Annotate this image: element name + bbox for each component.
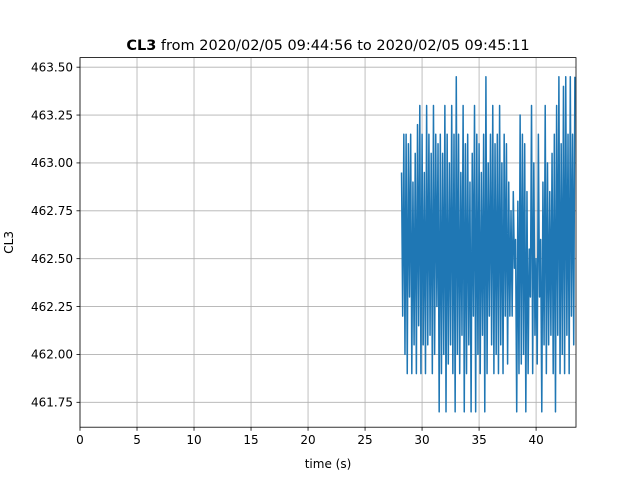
- plot-frame: [79, 57, 577, 428]
- x-tick-label: 25: [357, 433, 372, 447]
- x-tick-label: 10: [186, 433, 201, 447]
- y-tick-label: 462.50: [31, 252, 73, 266]
- y-tick-label: 463.50: [31, 60, 73, 74]
- x-tick-label: 35: [471, 433, 486, 447]
- x-axis-label: time (s): [305, 457, 352, 471]
- y-axis-label: CL3: [2, 231, 16, 254]
- chart-title: CL3 from 2020/02/05 09:44:56 to 2020/02/…: [126, 38, 529, 54]
- y-ticks: 461.75 462.00 462.25 462.50 462.75 463.00 463.…: [31, 60, 80, 410]
- y-tick-label: 461.75: [31, 396, 73, 410]
- y-tick-label: 463.25: [31, 108, 73, 122]
- series-layer: [400, 76, 576, 413]
- x-tick-label: 15: [243, 433, 258, 447]
- chart-title-bold: CL3: [126, 38, 156, 54]
- chart-title-rest: from 2020/02/05 09:44:56 to 2020/02/05 0…: [156, 38, 529, 54]
- series-line: [400, 76, 576, 413]
- y-tick-label: 462.75: [31, 204, 73, 218]
- x-tick-label: 0: [76, 433, 84, 447]
- x-ticks: 0 5 10 15 20 25 30 35 40: [76, 427, 544, 447]
- y-tick-label: 462.00: [31, 348, 73, 362]
- y-tick-label: 462.25: [31, 300, 73, 314]
- y-tick-label: 463.00: [31, 156, 73, 170]
- x-tick-label: 40: [528, 433, 543, 447]
- x-tick-label: 5: [133, 433, 141, 447]
- x-tick-label: 20: [300, 433, 315, 447]
- x-tick-label: 30: [414, 433, 429, 447]
